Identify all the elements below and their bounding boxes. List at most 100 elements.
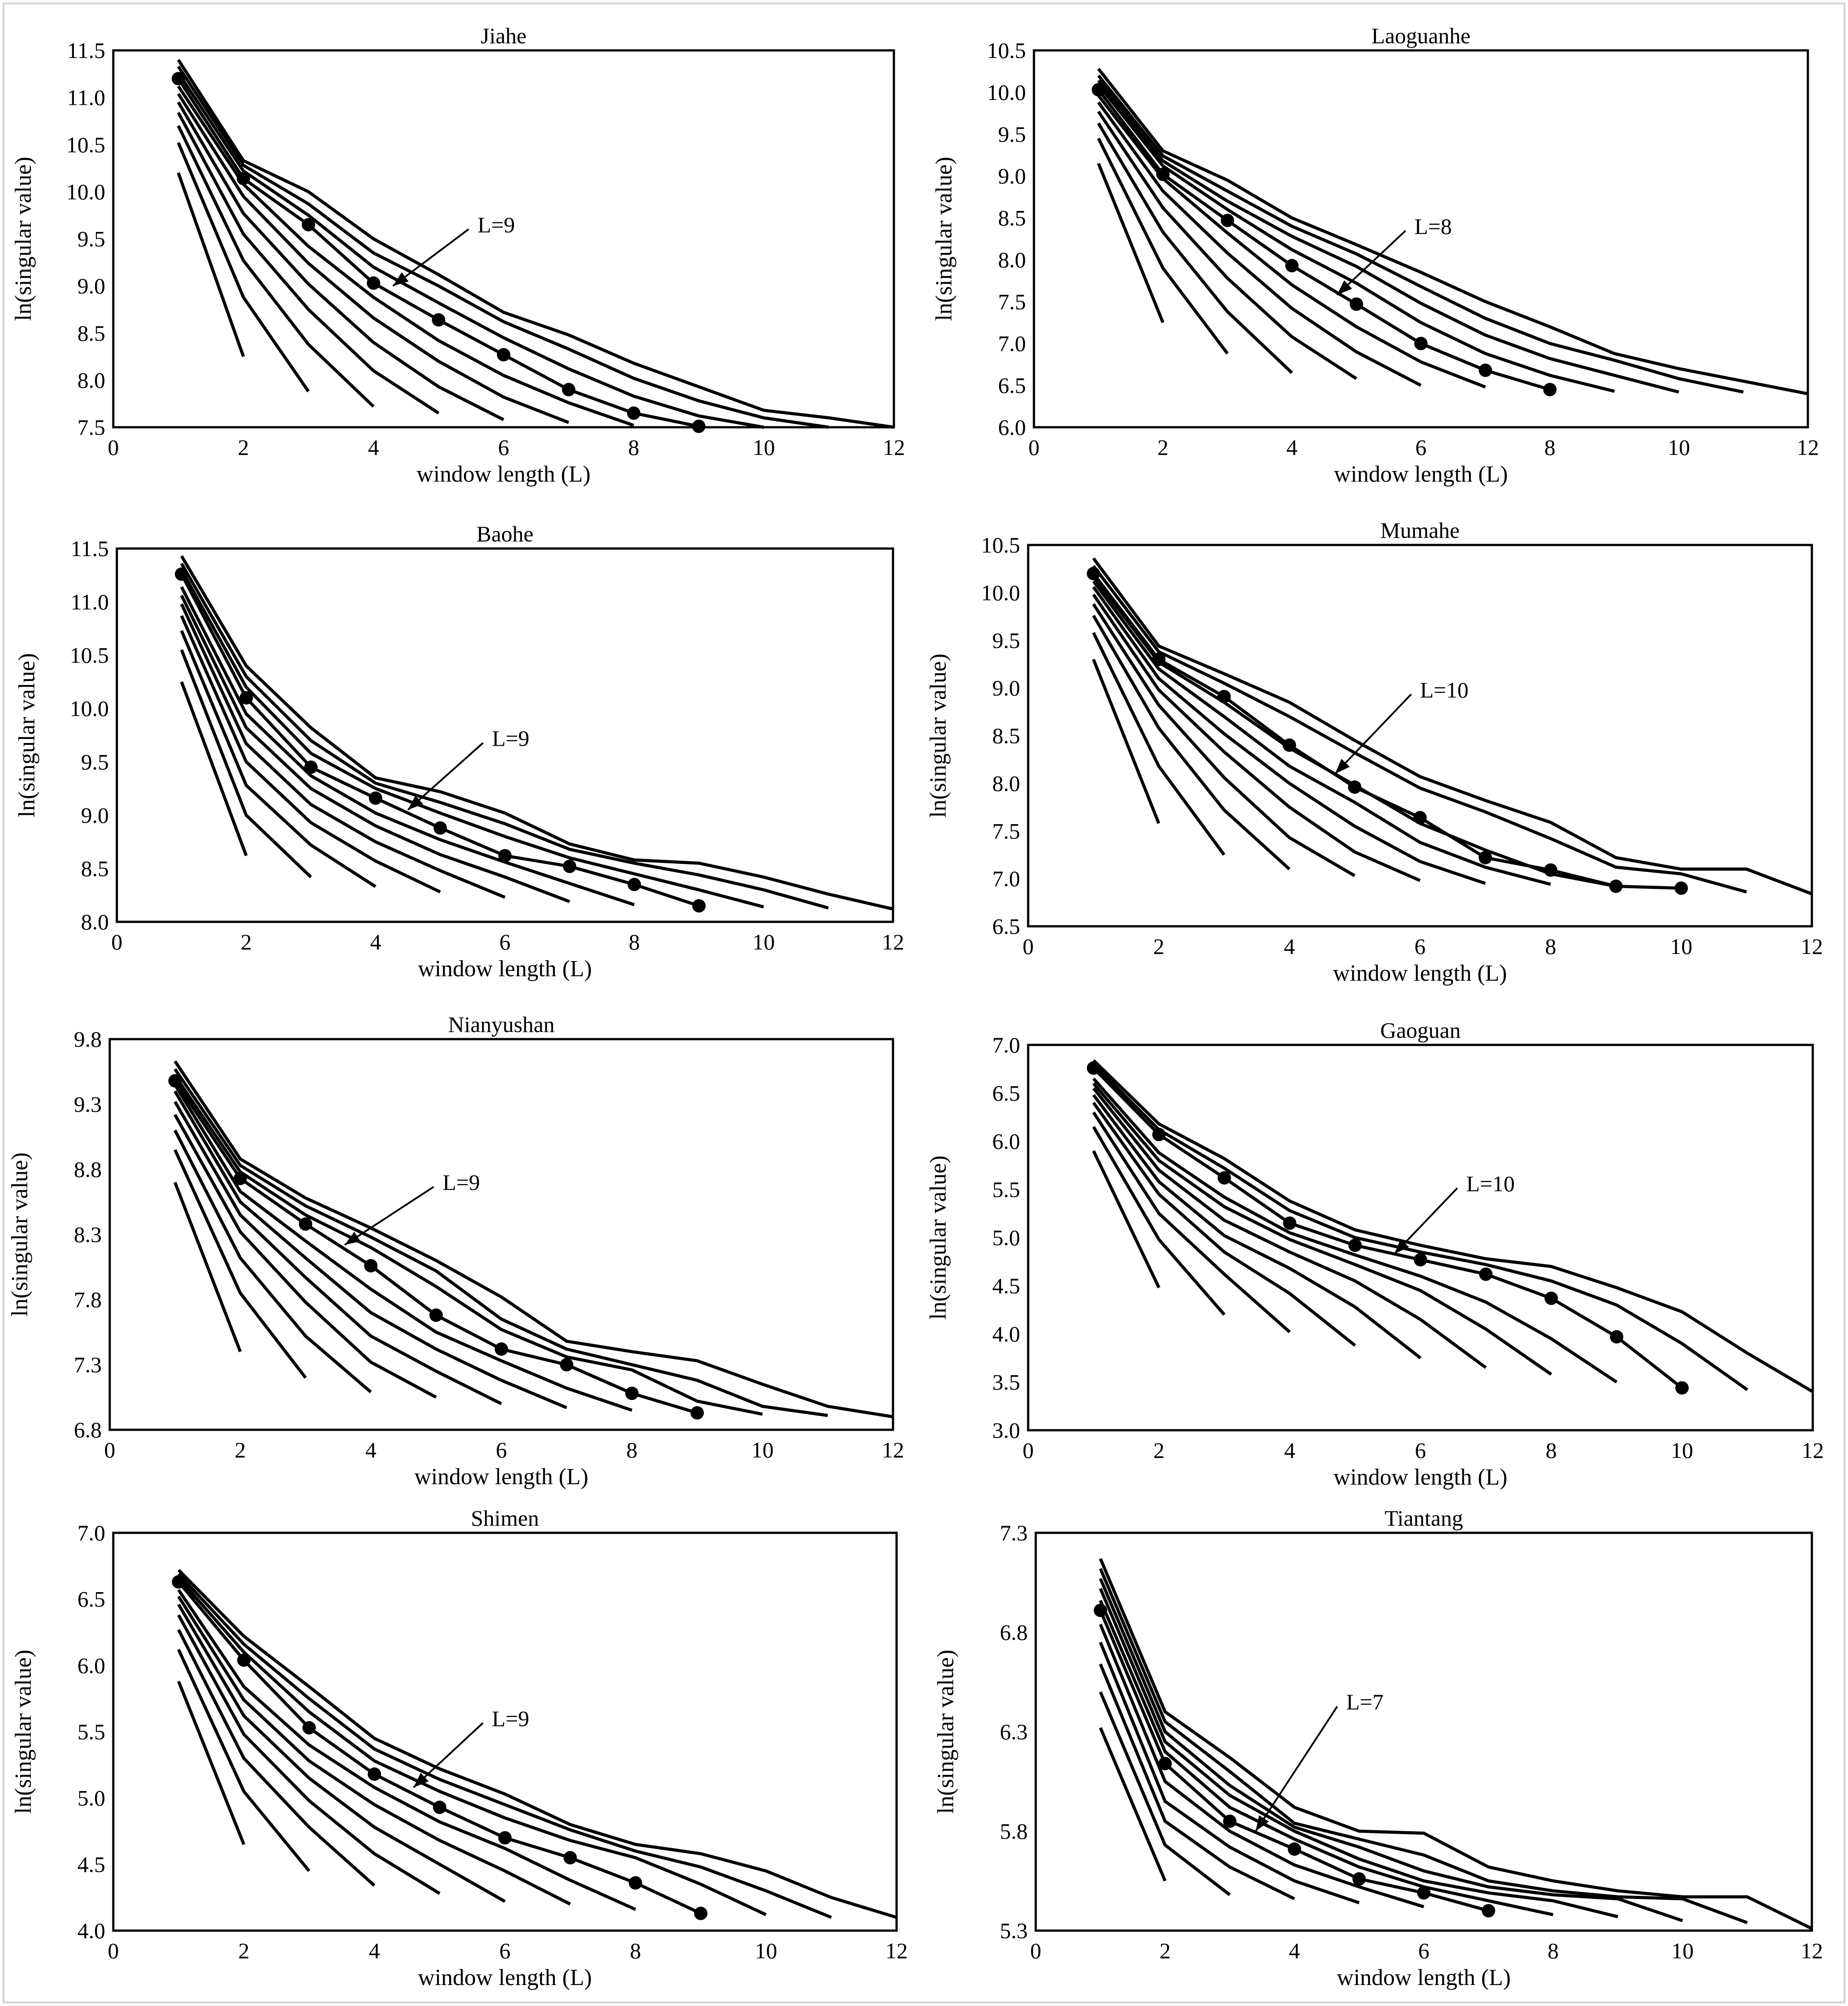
data-point-marker [1282,738,1296,752]
y-tick-label: 7.5 [998,289,1026,314]
y-tick-label: 11.0 [67,85,105,110]
data-point-marker [1156,167,1170,181]
series-line [1097,101,1422,387]
series-line [1099,1691,1231,1896]
data-point-marker [1413,811,1427,825]
x-tick-label: 10 [1671,1938,1694,1963]
x-tick-label: 4 [365,1437,376,1462]
x-tick-label: 6 [1414,934,1426,959]
plot-frame [112,49,895,429]
annotation-label: L=9 [492,726,529,751]
annotation-arrow-line [407,742,484,811]
series-line [174,1074,763,1416]
y-axis-label: ln(singular value) [7,1152,33,1317]
chart-title: Jiahe [481,23,527,48]
data-point-marker [236,172,250,186]
y-tick-label: 9.0 [992,676,1021,701]
series-line [177,111,440,415]
series-line [174,1060,893,1419]
x-tick-label: 2 [235,1437,246,1462]
x-tick-label: 10 [1670,934,1692,959]
series-line [177,65,829,429]
x-tick-label: 6 [500,1938,511,1963]
x-tick-label: 2 [1158,435,1169,460]
data-point-marker [628,878,641,892]
y-axis-label: ln(singular value) [11,157,36,321]
chart-title: Nianyushan [448,1012,555,1037]
data-point-marker [302,1721,316,1735]
series-line [180,555,893,911]
data-point-marker [172,1575,186,1589]
annotation-label: L=10 [1420,677,1469,702]
y-tick-label: 11.5 [70,536,109,561]
x-axis-label: window length (L) [1334,1465,1508,1490]
chart-panel: Baohe 0 2 4 6 8 10 12 8.0 8.5 9.0 9.5 10.0 10.5 11.0 11… [14,521,904,982]
plot-frame [1027,544,1813,928]
series-line [1099,1600,1554,1916]
data-point-marker [1352,1872,1366,1886]
x-tick-label: 6 [1418,1938,1430,1963]
annotation-arrowhead [1256,1815,1269,1831]
y-tick-label: 7.3 [1000,1520,1028,1545]
annotation-arrowhead [408,795,423,810]
y-tick-label: 8.5 [81,856,109,881]
series-line [1097,68,1808,396]
chart-title: Mumahe [1381,518,1460,543]
data-point-marker [175,567,188,581]
x-tick-label: 8 [1544,435,1555,460]
x-axis-label: window length (L) [1334,462,1508,487]
annotation-arrow-line [413,1722,484,1788]
series-line [177,1577,767,1916]
annotation-arrowhead [344,1231,361,1245]
data-point-marker [498,849,512,863]
chart-title: Laoguanhe [1371,23,1470,48]
chart-panel: Tiantang 0 2 4 6 8 10 12 5.3 5.8 6.3 6.8 7.3 window l… [933,1506,1823,1990]
y-axis-label: ln(singular value) [926,1156,951,1320]
x-tick-label: 10 [1668,435,1690,460]
y-tick-label: 5.0 [992,1225,1021,1250]
chart-title: Tiantang [1385,1506,1463,1531]
data-point-marker [1283,1216,1297,1230]
series-line [1099,1578,1683,1923]
annotation-arrow-line [1334,693,1412,775]
data-point-marker [625,1387,639,1400]
data-point-marker [1414,1253,1427,1267]
data-point-marker [1482,1904,1495,1918]
x-axis-label: window length (L) [414,1464,588,1490]
x-tick-label: 0 [1023,1438,1034,1463]
series-line [1097,122,1293,374]
x-tick-label: 6 [1415,1438,1426,1463]
annotation-arrowhead [413,1773,429,1787]
data-point-marker [563,1851,577,1865]
data-point-marker [1087,1061,1100,1075]
data-point-marker [369,791,382,805]
y-axis-label: ln(singular value) [931,157,957,321]
y-tick-label: 5.3 [1000,1918,1028,1943]
y-tick-label: 4.5 [992,1273,1021,1298]
data-point-marker [1220,214,1234,227]
data-point-marker [1414,337,1428,351]
plot-frame [108,1038,894,1431]
series-line [177,1573,832,1919]
y-tick-label: 3.5 [992,1370,1021,1395]
data-point-marker [302,218,315,231]
series-line [174,1084,633,1412]
x-tick-label: 12 [885,1938,908,1963]
y-tick-label: 9.5 [78,227,106,252]
x-axis-label: window length (L) [418,1965,592,1990]
series-line [1092,1102,1356,1347]
data-point-marker [1478,851,1492,865]
series-line [1099,1568,1748,1924]
series-line [1092,1063,1749,1391]
series-line [1092,1126,1226,1316]
annotation-label: L=9 [492,1706,529,1731]
x-tick-label: 0 [112,929,123,954]
y-tick-label: 6.0 [78,1653,106,1678]
y-tick-label: 7.3 [74,1352,102,1377]
annotation-arrowhead [393,272,409,286]
x-tick-label: 4 [368,435,379,460]
x-tick-label: 4 [370,929,381,954]
data-point-marker [1610,1330,1624,1344]
data-point-marker [240,691,253,705]
